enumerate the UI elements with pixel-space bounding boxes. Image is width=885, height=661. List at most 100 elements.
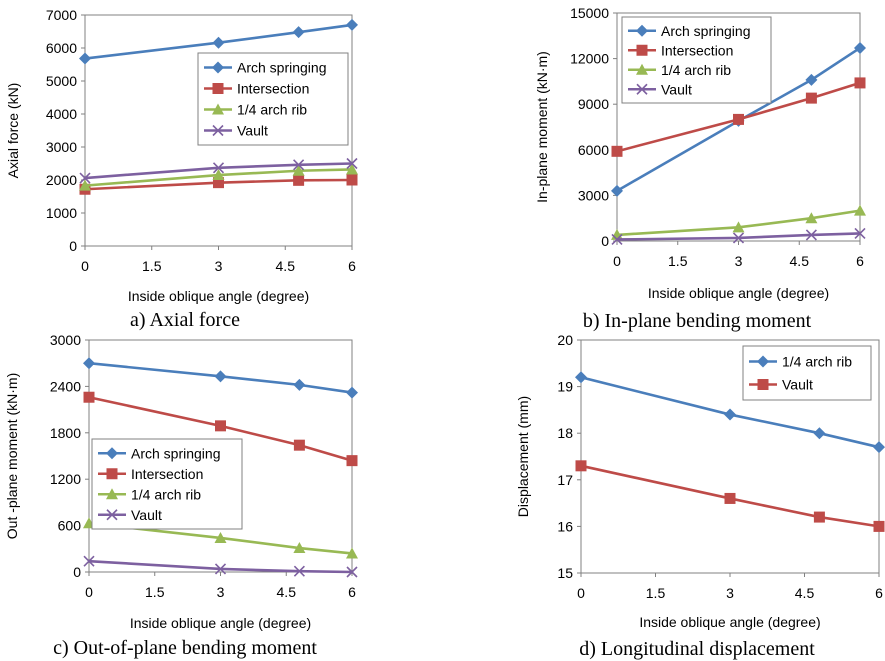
data-point bbox=[83, 357, 95, 370]
data-point bbox=[293, 378, 306, 391]
series-intersection bbox=[611, 77, 866, 157]
x-axis-label: Inside oblique angle (degree) bbox=[130, 615, 311, 631]
y-tick-label: 3000 bbox=[578, 187, 609, 203]
data-point bbox=[346, 547, 358, 559]
x-tick-label: 1.5 bbox=[668, 253, 688, 269]
y-tick-label: 6000 bbox=[578, 142, 609, 158]
x-axis-label: Inside oblique angle (degree) bbox=[648, 285, 829, 301]
data-point bbox=[346, 157, 358, 170]
data-point bbox=[293, 565, 305, 577]
series-line bbox=[84, 162, 353, 180]
y-axis-label: In-plane moment (kN·m) bbox=[534, 51, 550, 203]
y-tick-label: 18 bbox=[557, 425, 573, 441]
series-vault bbox=[575, 460, 885, 532]
data-point bbox=[214, 370, 227, 383]
y-tick-label: 0 bbox=[601, 233, 609, 249]
series-vault bbox=[79, 157, 358, 184]
data-point bbox=[873, 520, 885, 532]
legend-swatch-marker bbox=[636, 63, 648, 75]
legend-label: Arch springing bbox=[661, 23, 751, 39]
series-vault bbox=[83, 555, 358, 578]
y-tick-label: 20 bbox=[557, 332, 573, 348]
series-line bbox=[616, 81, 861, 153]
series-line bbox=[84, 168, 353, 187]
chart-caption: c) Out-of-plane bending moment bbox=[53, 637, 317, 659]
data-point bbox=[213, 177, 224, 189]
chart-panel-b: 0 3000 6000 9000 12000 15000 0 1.5 3 4.5 6 Inside o… bbox=[534, 5, 866, 332]
x-tick-label: 3 bbox=[735, 253, 743, 269]
legend: 1/4 arch rib Vault bbox=[742, 345, 872, 401]
y-axis-label: Out -plane moment (kN·m) bbox=[4, 373, 20, 539]
data-point bbox=[805, 92, 817, 104]
series-1-4-arch-rib bbox=[79, 163, 358, 191]
y-tick-label: 2400 bbox=[50, 378, 81, 394]
series-line bbox=[616, 46, 861, 192]
data-point bbox=[611, 145, 623, 157]
legend-swatch-marker bbox=[212, 124, 224, 137]
data-point bbox=[292, 26, 305, 39]
data-point bbox=[611, 233, 623, 246]
y-tick-label: 15 bbox=[557, 565, 573, 581]
legend-box bbox=[742, 345, 872, 401]
x-tick-label: 6 bbox=[348, 584, 356, 600]
data-point bbox=[854, 41, 866, 54]
y-tick-label: 3000 bbox=[46, 139, 77, 155]
y-tick-label: 3000 bbox=[50, 332, 81, 348]
data-point bbox=[724, 492, 736, 504]
series-1-4-arch-rib bbox=[575, 371, 885, 454]
y-axis-label: Displacement (mm) bbox=[515, 396, 531, 517]
data-point bbox=[293, 159, 305, 171]
legend-swatch-marker bbox=[636, 24, 648, 37]
data-point bbox=[83, 391, 95, 403]
data-point bbox=[805, 229, 817, 241]
series-1-4-arch-rib bbox=[83, 517, 358, 559]
legend-label: 1/4 arch rib bbox=[131, 486, 201, 502]
chart-caption: d) Longitudinal displacement bbox=[579, 638, 815, 660]
data-point bbox=[212, 162, 225, 174]
data-point bbox=[79, 179, 91, 191]
y-tick-label: 1000 bbox=[46, 205, 77, 221]
data-point bbox=[346, 455, 358, 467]
x-axis-label: Inside oblique angle (degree) bbox=[639, 614, 820, 630]
series-line bbox=[580, 464, 880, 528]
legend-swatch-marker bbox=[106, 447, 118, 460]
chart-caption: a) Axial force bbox=[130, 309, 240, 331]
x-tick-label: 6 bbox=[348, 258, 356, 274]
data-point bbox=[873, 441, 885, 454]
data-point bbox=[346, 566, 358, 578]
series-line bbox=[88, 521, 353, 555]
series-arch-springing bbox=[79, 18, 358, 65]
legend-label: Intersection bbox=[661, 42, 733, 58]
series-line bbox=[580, 376, 880, 449]
y-tick-label: 1800 bbox=[50, 425, 81, 441]
data-point bbox=[805, 73, 818, 86]
data-point bbox=[732, 221, 745, 233]
legend-label: 1/4 arch rib bbox=[661, 62, 731, 78]
data-point bbox=[575, 371, 587, 384]
data-point bbox=[212, 36, 225, 49]
series-1-4-arch-rib bbox=[611, 204, 866, 240]
data-point bbox=[214, 563, 227, 575]
data-point bbox=[813, 511, 825, 523]
data-point bbox=[79, 172, 91, 184]
legend-swatch-marker bbox=[106, 468, 118, 480]
x-tick-label: 0 bbox=[613, 253, 621, 269]
legend-swatch-marker bbox=[212, 103, 224, 115]
y-tick-label: 6000 bbox=[46, 40, 77, 56]
data-point bbox=[83, 555, 95, 567]
x-tick-label: 3 bbox=[726, 585, 734, 601]
y-axis-label: Axial force (kN) bbox=[5, 83, 21, 179]
series-line bbox=[616, 209, 861, 237]
data-point bbox=[293, 174, 305, 186]
data-point bbox=[611, 184, 623, 197]
legend-swatch-marker bbox=[212, 61, 224, 74]
y-tick-label: 16 bbox=[557, 518, 573, 534]
y-tick-label: 17 bbox=[557, 472, 573, 488]
series-line bbox=[88, 559, 353, 574]
chart-panel-d: 15 16 17 18 19 20 0 1.5 3 4.5 6 Inside oblique angl… bbox=[515, 332, 885, 660]
series-line bbox=[84, 23, 353, 60]
data-point bbox=[805, 212, 818, 224]
data-point bbox=[854, 227, 866, 239]
data-point bbox=[293, 439, 305, 451]
